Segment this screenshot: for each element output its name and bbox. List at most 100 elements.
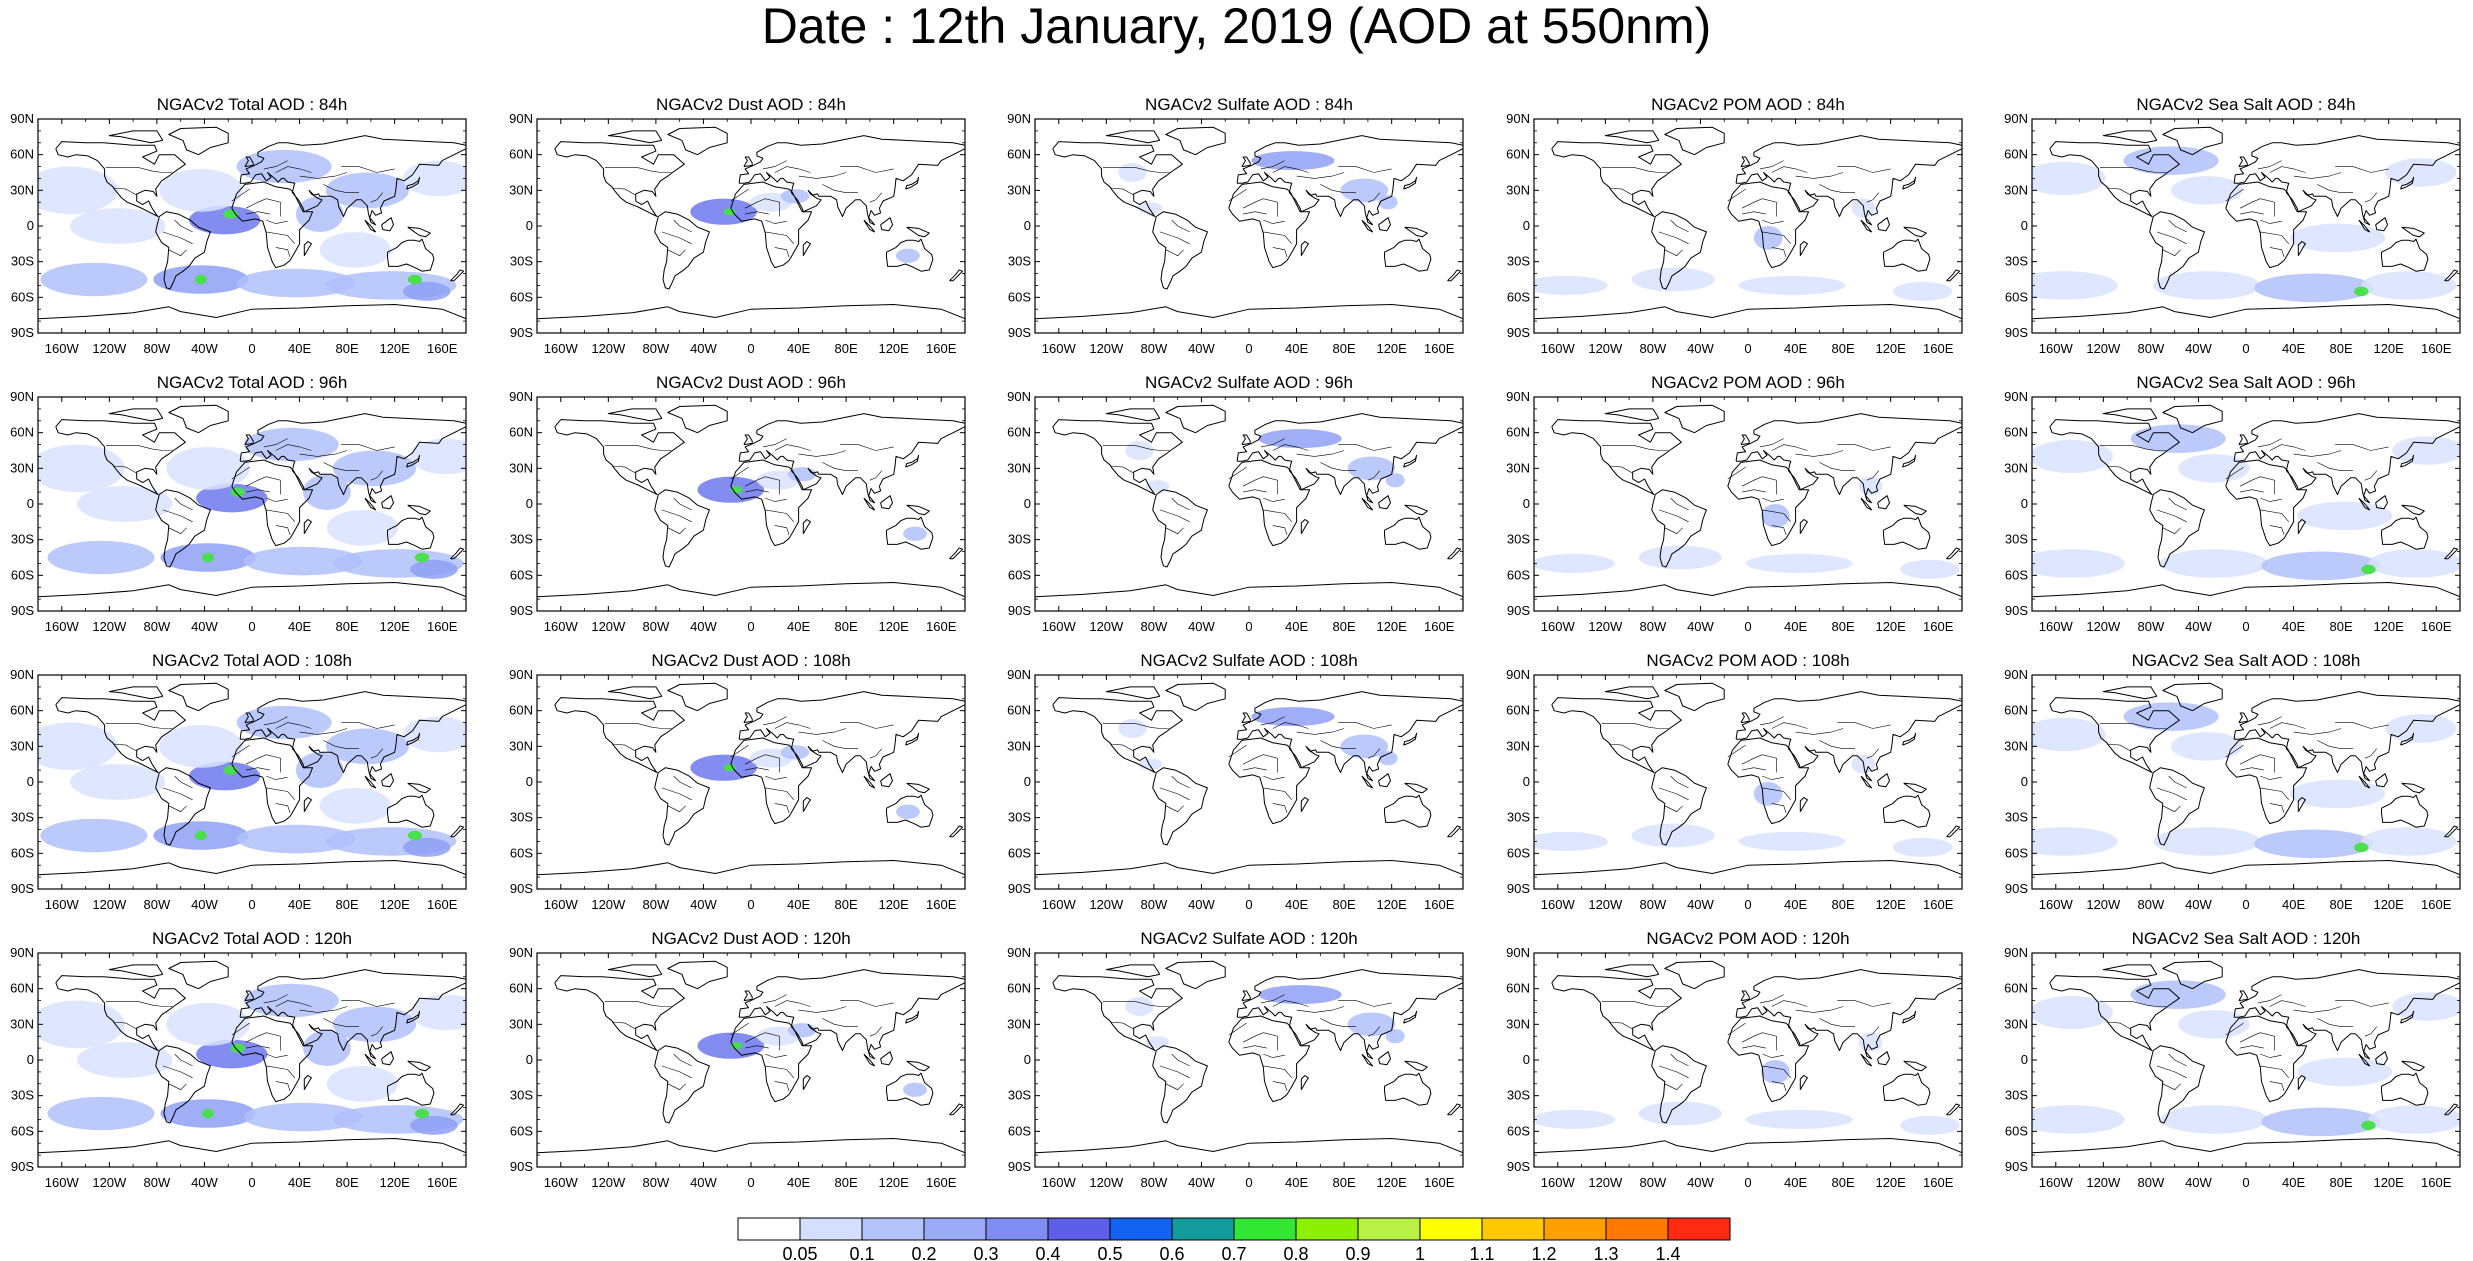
coastline	[1300, 797, 1309, 812]
coastline	[55, 419, 186, 495]
world-map: 90N 60N 30N 0 30S 60S 90S 160W 120W 80W 40W 0 40E 80E…	[2004, 945, 2461, 1190]
lon-tick-label: 40E	[288, 1175, 311, 1190]
coastline	[2381, 238, 2429, 272]
aerosol-plume	[2261, 1107, 2381, 1137]
lon-tick-label: 80W	[144, 341, 171, 356]
country-border	[1338, 444, 1392, 451]
lon-tick-label: 160W	[1541, 619, 1576, 634]
lat-tick-label: 60S	[11, 289, 34, 304]
coastline	[2049, 697, 2180, 773]
country-border	[263, 716, 288, 726]
coastline	[1551, 975, 1682, 1051]
aerosol-plume	[202, 1108, 214, 1119]
country-border	[1670, 219, 1689, 233]
country-border	[275, 722, 312, 729]
coastline	[1447, 269, 1462, 282]
aerosol-plume	[2368, 1105, 2460, 1134]
coastline	[2401, 1060, 2425, 1072]
country-border	[266, 775, 288, 780]
country-border	[745, 211, 769, 215]
country-border	[1658, 231, 1689, 245]
country-border	[2260, 231, 2290, 244]
coastline	[1534, 582, 1962, 598]
coastline	[407, 1060, 431, 1072]
lon-tick-label: 160W	[2039, 897, 2074, 912]
coastline	[55, 975, 186, 1051]
lon-tick-label: 120W	[1588, 619, 1623, 634]
country-border	[1819, 740, 1855, 749]
coastline	[1152, 211, 1208, 290]
coastline	[2375, 773, 2388, 788]
lat-tick-label: 0	[526, 774, 533, 789]
coastline	[1236, 691, 1463, 782]
coastline	[2358, 497, 2371, 511]
colorbar-swatch	[1667, 1217, 1731, 1241]
aerosol-plume	[1893, 837, 1953, 857]
country-border	[2257, 160, 2282, 170]
coastline	[537, 304, 965, 320]
country-border	[370, 748, 384, 759]
panel-title: NGACv2 Sea Salt AOD : 108h	[2131, 651, 2361, 670]
aerosol-plume	[2032, 161, 2106, 196]
country-border	[604, 167, 672, 173]
coastline	[2233, 135, 2460, 226]
lat-tick-label: 0	[1523, 774, 1530, 789]
lon-tick-label: 160E	[926, 341, 957, 356]
aerosol-plume	[194, 274, 207, 285]
lat-tick-label: 30S	[2005, 1088, 2028, 1103]
lat-tick-label: 0	[27, 496, 34, 511]
coastline	[730, 737, 813, 825]
lon-tick-label: 80E	[835, 619, 858, 634]
coastline	[155, 767, 211, 846]
coastline	[1735, 135, 1962, 226]
lat-tick-label: 60N	[509, 703, 533, 718]
country-border	[1165, 805, 1184, 813]
lat-tick-label: 90N	[2004, 945, 2028, 960]
coastline	[730, 1015, 813, 1103]
coastline	[607, 686, 663, 700]
country-border	[168, 1083, 187, 1091]
country-border	[869, 470, 883, 481]
lon-tick-label: 120E	[1376, 619, 1407, 634]
lon-tick-label: 40W	[690, 619, 717, 634]
coastline	[1105, 130, 1161, 144]
coastline	[450, 269, 465, 282]
lon-tick-label: 160W	[544, 897, 579, 912]
country-border	[744, 476, 780, 495]
lat-tick-label: 60S	[2005, 289, 2028, 304]
country-border	[822, 1018, 858, 1027]
country-border	[1338, 1000, 1392, 1007]
lon-tick-label: 80E	[1333, 1175, 1356, 1190]
coastline	[2225, 181, 2308, 269]
aerosol-plume	[1378, 195, 1398, 210]
coastline	[1165, 682, 1226, 712]
coastline	[2162, 682, 2223, 712]
coastline	[168, 404, 229, 434]
coastline	[1035, 304, 1463, 320]
country-border	[2225, 466, 2244, 480]
aerosol-plume	[402, 281, 451, 301]
coastline	[1534, 860, 1962, 876]
aerosol-plume	[196, 483, 268, 513]
country-border	[1608, 743, 1633, 752]
aerosol-plume	[1534, 275, 1608, 295]
lon-tick-label: 120E	[878, 341, 909, 356]
country-border	[2269, 1000, 2306, 1007]
lon-tick-label: 120W	[1588, 897, 1623, 912]
lon-tick-label: 80E	[336, 1175, 359, 1190]
country-border	[2260, 775, 2282, 780]
coastline	[406, 732, 421, 746]
lon-tick-label: 120W	[92, 341, 127, 356]
country-border	[1742, 1045, 1766, 1049]
coastline	[2238, 156, 2248, 168]
coastline	[1241, 156, 1251, 168]
lon-tick-label: 160E	[1923, 619, 1954, 634]
aerosol-plume	[326, 1065, 399, 1102]
country-border	[2260, 497, 2282, 502]
lat-tick-label: 90N	[509, 945, 533, 960]
country-border	[1367, 192, 1381, 203]
country-border	[245, 198, 281, 217]
country-border	[1109, 743, 1134, 752]
aerosol-plume	[2361, 1120, 2376, 1131]
coastline	[554, 419, 685, 495]
